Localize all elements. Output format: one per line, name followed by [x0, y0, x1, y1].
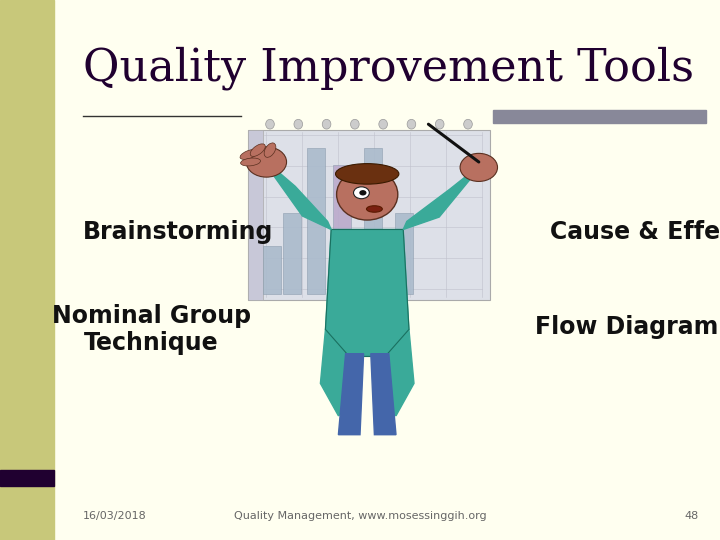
Ellipse shape: [251, 144, 265, 157]
Text: 48: 48: [684, 511, 698, 521]
Ellipse shape: [351, 119, 359, 129]
Circle shape: [359, 190, 366, 195]
Text: Nominal Group: Nominal Group: [52, 304, 251, 328]
Text: Flow Diagram: Flow Diagram: [535, 315, 718, 339]
Bar: [248, 130, 263, 300]
Ellipse shape: [464, 119, 472, 129]
Ellipse shape: [294, 119, 302, 129]
Text: Quality Management, www.mosessinggih.org: Quality Management, www.mosessinggih.org: [234, 511, 486, 521]
Polygon shape: [403, 170, 474, 230]
Ellipse shape: [436, 119, 444, 129]
Circle shape: [460, 153, 498, 181]
Polygon shape: [320, 329, 360, 416]
Ellipse shape: [240, 150, 258, 159]
Bar: [364, 148, 382, 294]
Ellipse shape: [266, 119, 274, 129]
Ellipse shape: [336, 168, 397, 220]
Bar: [333, 165, 351, 294]
Bar: [307, 148, 325, 294]
Circle shape: [246, 147, 287, 177]
Text: Technique: Technique: [84, 331, 218, 355]
Polygon shape: [338, 354, 364, 435]
Text: Quality Improvement Tools: Quality Improvement Tools: [83, 46, 694, 90]
Bar: [0, 0, 54, 540]
Bar: [395, 213, 413, 294]
Text: Cause & Effect: Cause & Effect: [550, 220, 720, 244]
Circle shape: [354, 187, 369, 199]
Ellipse shape: [379, 119, 387, 129]
Bar: [0, 470, 54, 486]
Bar: [248, 130, 490, 300]
Bar: [263, 246, 281, 294]
Ellipse shape: [264, 143, 276, 157]
Polygon shape: [374, 329, 414, 416]
Ellipse shape: [407, 119, 415, 129]
Ellipse shape: [240, 158, 261, 166]
Ellipse shape: [323, 119, 331, 129]
Text: Brainstorming: Brainstorming: [83, 220, 273, 244]
Polygon shape: [325, 230, 409, 356]
Bar: [493, 110, 706, 123]
Ellipse shape: [336, 164, 399, 184]
Ellipse shape: [366, 206, 382, 212]
Polygon shape: [371, 354, 396, 435]
Bar: [283, 213, 301, 294]
Polygon shape: [270, 165, 331, 230]
Text: 16/03/2018: 16/03/2018: [83, 511, 147, 521]
